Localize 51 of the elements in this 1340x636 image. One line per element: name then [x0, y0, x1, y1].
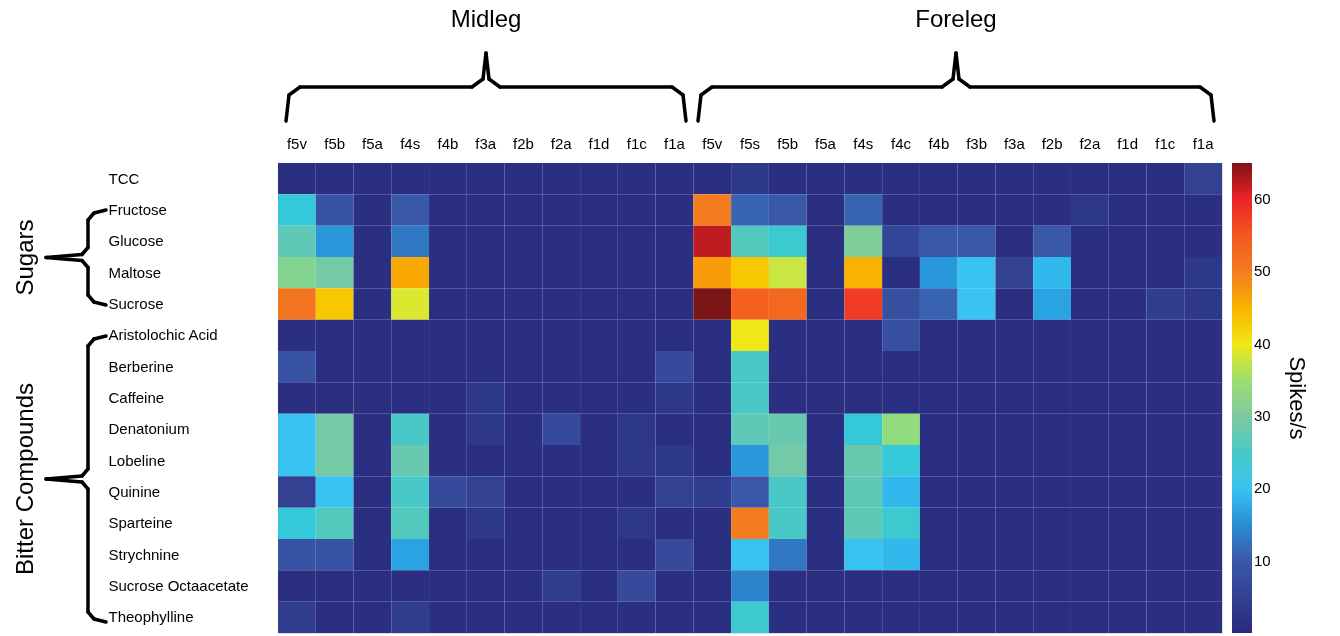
- y-tick-label: Aristolochic Acid: [108, 326, 218, 344]
- y-tick-label: Theophylline: [108, 608, 194, 626]
- y-tick-label: Berberine: [108, 357, 174, 375]
- color-bar-label: 60: [1254, 190, 1271, 208]
- x-tick-label: f3b: [966, 134, 987, 152]
- x-tick-label: f2b: [513, 134, 534, 152]
- y-tick-label: Glucose: [108, 232, 164, 250]
- x-tick-label: f4c: [891, 134, 912, 152]
- x-tick-label: f5b: [324, 134, 346, 152]
- text: Sugars: [11, 219, 38, 296]
- color-bar-label: 20: [1254, 479, 1271, 497]
- x-tick-label: f5a: [815, 134, 837, 152]
- text: Bitter Compounds: [11, 382, 38, 576]
- y-tick-label: Sucrose: [108, 295, 164, 312]
- y-tick-label: Strychnine: [108, 545, 180, 563]
- x-tick-label: f5a: [361, 134, 384, 152]
- x-tick-label: f1c: [1155, 134, 1176, 152]
- y-tick-label: Quinine: [108, 483, 161, 500]
- y-tick-label: TCC: [108, 169, 140, 187]
- x-tick-label: f3a: [475, 134, 497, 152]
- text: Foreleg: [915, 5, 997, 32]
- x-tick-label: f1a: [664, 134, 686, 152]
- x-tick-label: f5b: [777, 134, 799, 152]
- y-tick-label: Denatonium: [108, 420, 190, 438]
- x-tick-label: f4s: [853, 134, 874, 152]
- y-tick-label: Sparteine: [108, 514, 173, 532]
- text: Midleg: [450, 5, 522, 32]
- color-bar-label: 10: [1254, 551, 1271, 569]
- x-tick-label: f2b: [1041, 134, 1063, 152]
- x-tick-label: f5s: [739, 134, 761, 152]
- y-tick-label: Fructose: [108, 201, 167, 218]
- x-tick-label: f1d: [588, 134, 610, 152]
- x-tick-label: f1c: [626, 134, 648, 152]
- y-tick-label: Caffeine: [108, 389, 165, 406]
- x-tick-label: f4b: [437, 134, 459, 152]
- x-tick-label: f2a: [550, 134, 573, 152]
- y-tick-label: Sucrose Octaacetate: [108, 577, 249, 594]
- y-tick-label: Maltose: [108, 263, 162, 281]
- x-tick-label: f4s: [400, 134, 421, 152]
- y-tick-label: Lobeline: [108, 451, 166, 469]
- color-bar-title: Spikes/s: [1285, 356, 1310, 440]
- x-tick-label: f5v: [702, 134, 723, 152]
- x-tick-label: f1a: [1192, 134, 1215, 152]
- color-bar-label: 30: [1254, 407, 1271, 425]
- x-tick-label: f4b: [928, 134, 950, 152]
- color-bar-label: 50: [1254, 262, 1271, 280]
- x-tick-label: f2a: [1079, 134, 1101, 152]
- color-bar-label: 40: [1254, 334, 1271, 352]
- x-tick-label: f5v: [286, 134, 308, 152]
- x-tick-label: f3a: [1003, 134, 1026, 152]
- x-tick-label: f1d: [1117, 134, 1139, 152]
